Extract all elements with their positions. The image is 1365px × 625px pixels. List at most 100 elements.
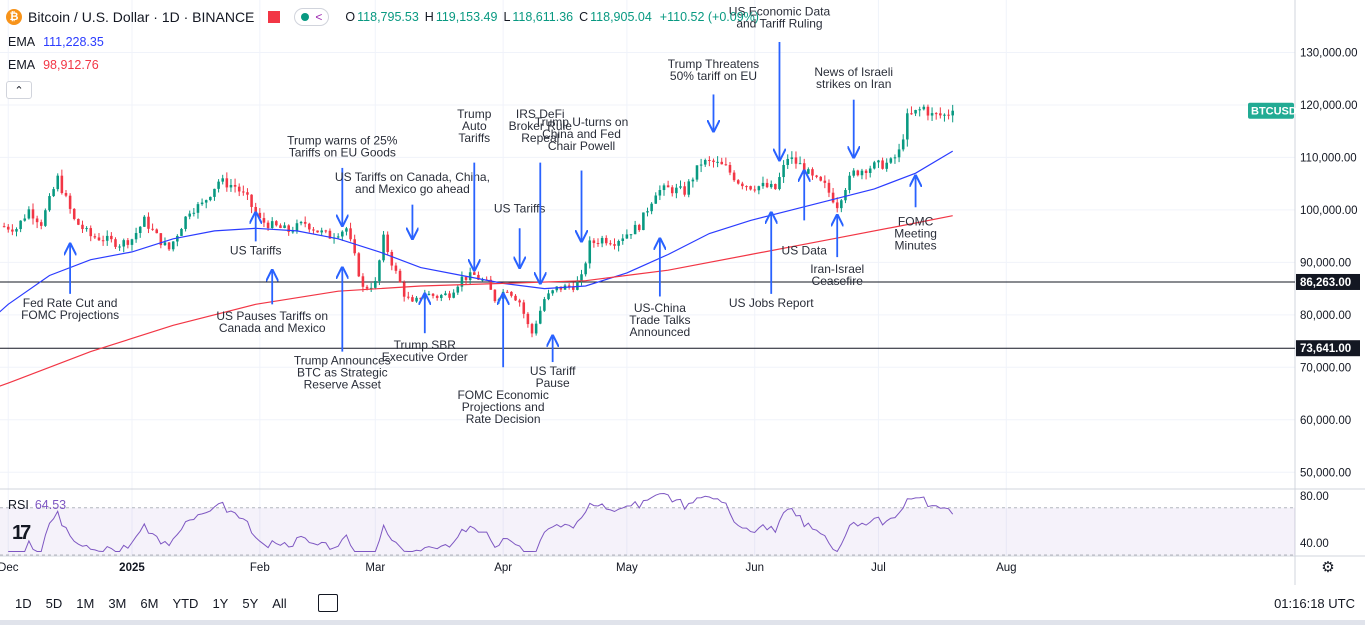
candle-body (679, 186, 682, 188)
timeframe-1y[interactable]: 1Y (212, 595, 229, 611)
utc-clock[interactable]: 01:16:18 UTC (1274, 595, 1355, 611)
timeframe-5d[interactable]: 5D (45, 595, 63, 611)
candle-body (27, 209, 31, 219)
chevron-up-icon[interactable]: ⌃ (6, 81, 32, 99)
candle-body (246, 192, 249, 195)
annotation-text: Announced (630, 325, 691, 339)
candle-body (233, 184, 237, 187)
candle-body (947, 114, 950, 116)
candle-body (654, 195, 658, 204)
alert-flag-icon[interactable] (268, 11, 281, 23)
annotation-text: Tariffs on EU Goods (289, 145, 396, 159)
annotation-text: strikes on Iran (816, 77, 891, 91)
candle-body (167, 242, 171, 250)
candle-body (736, 180, 740, 184)
candle-body (823, 180, 827, 183)
candle-body (163, 242, 167, 246)
candle-body (242, 191, 245, 193)
annotation-text: Ceasefire (812, 274, 864, 288)
candle-body (444, 293, 447, 296)
tradingview-logo-icon[interactable]: 17 (12, 522, 31, 544)
candle-body (427, 293, 431, 296)
candle-body (877, 160, 880, 163)
timeframe-6m[interactable]: 6M (140, 595, 159, 611)
candle-body (885, 162, 888, 169)
candle-body (926, 106, 930, 116)
candle-body (906, 113, 909, 140)
candle-body (382, 234, 385, 261)
candle-body (468, 272, 472, 280)
candle-body (431, 293, 435, 296)
annotation-text: Trump U-turns on (535, 115, 629, 129)
candle-body (769, 183, 773, 188)
candle-body (303, 221, 307, 224)
candle-body (221, 178, 224, 182)
ohlc-value: 118,905.04 (590, 10, 652, 24)
annotation-text: Chair Powell (548, 139, 615, 153)
annotation-text: Trump (457, 107, 492, 121)
candle-body (580, 274, 583, 281)
candle-body (262, 218, 266, 223)
x-tick-label: Jun (745, 562, 764, 574)
candle-body (19, 220, 22, 230)
timeframe-3m[interactable]: 3M (108, 595, 127, 611)
gear-icon[interactable]: ⚙ (1321, 559, 1335, 576)
symbol-title[interactable]: Bitcoin / U.S. Dollar · 1D · BINANCE (28, 9, 255, 25)
candle-body (171, 241, 175, 250)
candle-body (81, 224, 84, 230)
annotations: US PresidentialElectionFed Rate Cut andF… (21, 5, 937, 426)
annotation-text: Executive Order (382, 350, 468, 364)
share-icon: < (315, 10, 323, 24)
timeframe-5y[interactable]: 5Y (242, 595, 259, 611)
candle-body (840, 200, 843, 209)
candle-body (369, 287, 373, 289)
candle-body (749, 186, 752, 190)
annotation-text: Trump SBR (394, 338, 457, 352)
candle-body (547, 293, 550, 300)
candle-body (893, 157, 897, 159)
candle-body (807, 169, 810, 174)
candle-body (89, 228, 93, 237)
candle-body (522, 302, 526, 314)
x-tick-label: Mar (365, 562, 385, 574)
x-tick-label: Aug (996, 562, 1016, 574)
candle-body (130, 239, 134, 245)
annotation-text: Pause (536, 376, 570, 390)
candle-body (411, 297, 414, 302)
candle-body (683, 186, 686, 195)
candle-body (819, 176, 822, 181)
candle-body (225, 178, 229, 188)
candle-body (481, 279, 484, 281)
rsi-legend[interactable]: RSI 64.53 (8, 498, 66, 512)
candle-body (184, 216, 187, 229)
timeframe-ytd[interactable]: YTD (172, 595, 199, 611)
candle-body (283, 225, 286, 229)
candle-body (831, 192, 835, 203)
candle-body (889, 158, 893, 163)
candle-body (621, 238, 625, 242)
candle-body (712, 160, 715, 163)
candle-body (670, 187, 674, 194)
candle-body (440, 295, 443, 298)
candle-body (530, 324, 534, 334)
candle-body (786, 158, 790, 165)
price-chart[interactable]: 130,000.00 120,000.00 110,000.00 100,000.00… (0, 0, 1365, 590)
calendar-icon[interactable] (317, 594, 338, 612)
ema-value: 111,228.35 (43, 35, 104, 49)
timeframe-1d[interactable]: 1D (15, 595, 32, 611)
candle-body (687, 181, 691, 195)
candle-body (526, 313, 530, 325)
candle-body (258, 212, 262, 219)
candle-body (914, 109, 917, 114)
chart-header: ₿ Bitcoin / U.S. Dollar · 1D · BINANCE <… (6, 6, 763, 28)
ema-legend-1[interactable]: EMA 111,228.35 (8, 35, 104, 49)
candle-body (435, 295, 439, 298)
y-axis: 130,000.00 120,000.00 110,000.00 100,000.00… (1300, 47, 1358, 479)
ema-legend-2[interactable]: EMA 98,912.76 (8, 58, 99, 72)
timeframe-all[interactable]: All (272, 595, 287, 611)
candle-body (295, 223, 299, 232)
status-pill[interactable]: < (294, 8, 330, 26)
annotation-text: 50% tariff on EU (670, 69, 757, 83)
timeframe-1m[interactable]: 1M (76, 595, 95, 611)
candle-body (703, 159, 707, 165)
